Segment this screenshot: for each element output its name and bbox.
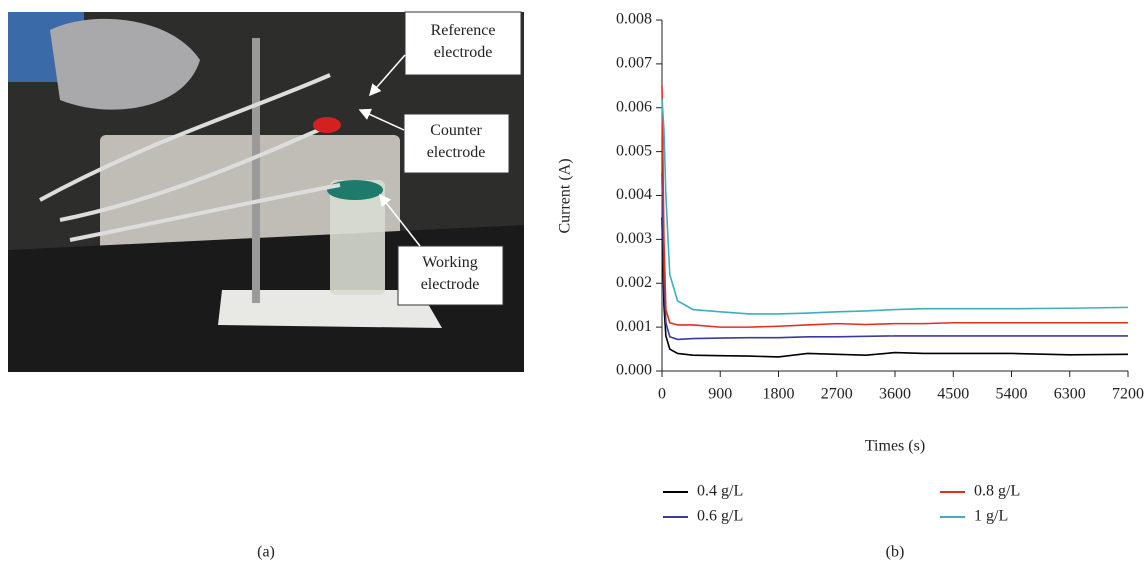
- photo-label: Reference electrode: [431, 22, 496, 61]
- y-tick-label: 0.003: [616, 230, 652, 247]
- photo: [8, 11, 524, 372]
- caption: (a): [257, 544, 275, 561]
- y-tick-label: 0.000: [616, 362, 652, 379]
- x-tick-label: 1800: [763, 386, 795, 403]
- x-tick-label: 4500: [937, 386, 969, 403]
- x-tick-label: 0: [658, 386, 666, 403]
- series-line: [661, 217, 1129, 358]
- y-tick-label: 0.004: [616, 186, 652, 203]
- y-tick-label: 0.008: [616, 11, 652, 28]
- y-axis-label: Current (A): [557, 158, 574, 233]
- series-line: [661, 173, 1128, 341]
- y-tick-label: 0.006: [616, 98, 652, 115]
- y-tick-label: 0.007: [616, 55, 652, 72]
- y-tick-label: 0.005: [616, 142, 652, 159]
- y-tick-label: 0.001: [616, 318, 652, 335]
- x-tick-label: 7200: [1112, 386, 1144, 403]
- x-tick-label: 3600: [879, 386, 911, 403]
- photo-label: Counter electrode: [427, 122, 486, 161]
- legend-label: 0.8 g/L: [974, 483, 1020, 500]
- y-tick-label: 0.002: [616, 274, 652, 291]
- legend-label: 0.4 g/L: [697, 483, 743, 500]
- x-tick-label: 6300: [1054, 386, 1086, 403]
- series-line: [661, 98, 1129, 315]
- series-line: [661, 85, 1128, 328]
- legend-label: 1 g/L: [974, 508, 1008, 525]
- caption: (b): [886, 544, 905, 561]
- x-tick-label: 2700: [821, 386, 853, 403]
- photo-label: Working electrode: [421, 254, 480, 293]
- legend-label: 0.6 g/L: [697, 508, 743, 525]
- x-tick-label: 900: [708, 386, 732, 403]
- x-axis-label: Times (s): [865, 438, 925, 455]
- x-tick-label: 5400: [996, 386, 1028, 403]
